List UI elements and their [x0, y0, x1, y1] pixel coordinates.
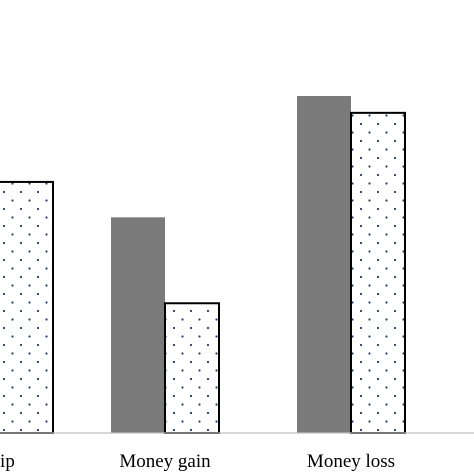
- bar-money-loss-series-1: [297, 96, 351, 433]
- bar-money-gain-series-1: [111, 217, 165, 433]
- category-label-1: ship: [0, 451, 15, 472]
- category-label-3: Money loss: [307, 451, 395, 472]
- category-label-2: Money gain: [119, 451, 211, 472]
- bars-group: [0, 96, 406, 434]
- bar-money-gain-series-2: [164, 302, 220, 434]
- category-labels: ship Money gain Money loss: [0, 451, 395, 472]
- bar-money-loss-series-2: [350, 111, 406, 434]
- bar-ship-series-2: [0, 180, 54, 434]
